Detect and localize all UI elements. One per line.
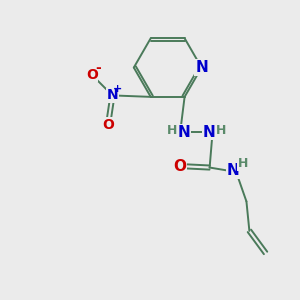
Text: O: O: [86, 68, 98, 82]
Text: N: N: [177, 125, 190, 140]
Text: N: N: [106, 88, 118, 102]
Text: O: O: [174, 159, 187, 174]
Text: O: O: [102, 118, 114, 132]
Text: H: H: [216, 124, 226, 137]
Text: N: N: [227, 163, 240, 178]
Text: N: N: [195, 60, 208, 75]
Text: +: +: [113, 84, 122, 94]
Text: H: H: [167, 124, 177, 137]
Text: N: N: [203, 125, 215, 140]
Text: -: -: [95, 61, 101, 75]
Text: H: H: [237, 157, 248, 170]
